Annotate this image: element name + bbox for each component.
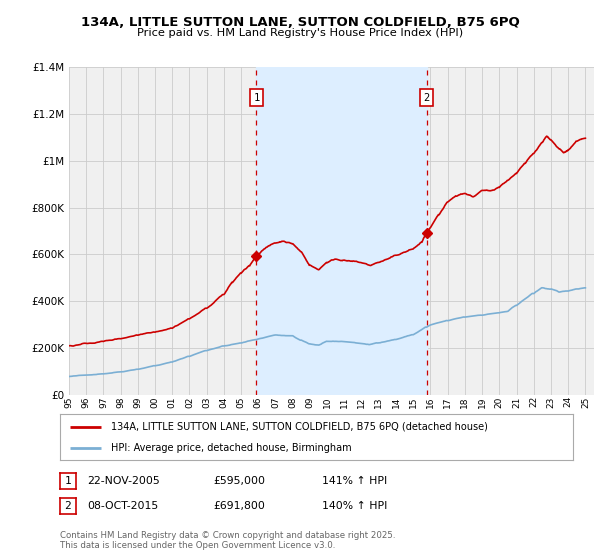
Text: 2: 2: [424, 92, 430, 102]
Text: 08-OCT-2015: 08-OCT-2015: [88, 501, 159, 511]
Text: HPI: Average price, detached house, Birmingham: HPI: Average price, detached house, Birm…: [112, 443, 352, 453]
Text: 140% ↑ HPI: 140% ↑ HPI: [322, 501, 387, 511]
Text: 141% ↑ HPI: 141% ↑ HPI: [322, 476, 387, 486]
Text: 134A, LITTLE SUTTON LANE, SUTTON COLDFIELD, B75 6PQ: 134A, LITTLE SUTTON LANE, SUTTON COLDFIE…: [80, 16, 520, 29]
Text: 2: 2: [64, 501, 71, 511]
Text: 1: 1: [64, 476, 71, 486]
Text: Contains HM Land Registry data © Crown copyright and database right 2025.
This d: Contains HM Land Registry data © Crown c…: [60, 531, 395, 550]
Bar: [256, 67, 427, 395]
Text: £595,000: £595,000: [214, 476, 266, 486]
Text: 134A, LITTLE SUTTON LANE, SUTTON COLDFIELD, B75 6PQ (detached house): 134A, LITTLE SUTTON LANE, SUTTON COLDFIE…: [112, 422, 488, 432]
Text: 22-NOV-2005: 22-NOV-2005: [88, 476, 160, 486]
Text: 1: 1: [253, 92, 260, 102]
Text: Price paid vs. HM Land Registry's House Price Index (HPI): Price paid vs. HM Land Registry's House …: [137, 28, 463, 38]
Text: £691,800: £691,800: [214, 501, 266, 511]
